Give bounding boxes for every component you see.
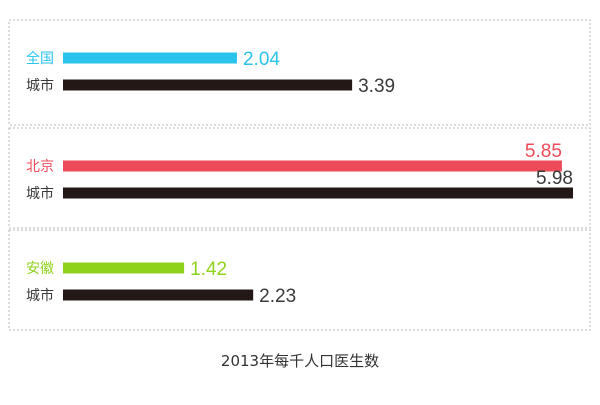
group-box: [8, 229, 591, 331]
bar: [63, 187, 573, 199]
value-label: 2.04: [243, 49, 280, 70]
bar: [63, 262, 185, 274]
group-box: [8, 19, 591, 126]
bar: [63, 79, 353, 91]
category-label: 全国: [26, 50, 54, 67]
bar: [63, 160, 562, 172]
chart-title: 2013年每千人口医生数: [220, 352, 380, 370]
bar: [63, 52, 237, 64]
group-box: [8, 127, 591, 229]
category-label: 北京: [26, 159, 54, 175]
value-label: 2.23: [259, 286, 296, 307]
value-label: 1.42: [190, 259, 227, 280]
bar: [63, 289, 254, 301]
value-label: 5.85: [525, 141, 562, 162]
category-label: 城市: [26, 77, 54, 94]
category-label: 城市: [26, 287, 54, 304]
value-label: 3.39: [358, 76, 395, 97]
category-label: 安徽: [26, 261, 54, 277]
value-label: 5.98: [536, 168, 573, 189]
bar-chart: 全国 2.04 城市 3.39 北京 5.85 城市 5.98 安徽 1.42 城市 2.23: [8, 19, 591, 331]
category-label: 城市: [26, 185, 54, 202]
